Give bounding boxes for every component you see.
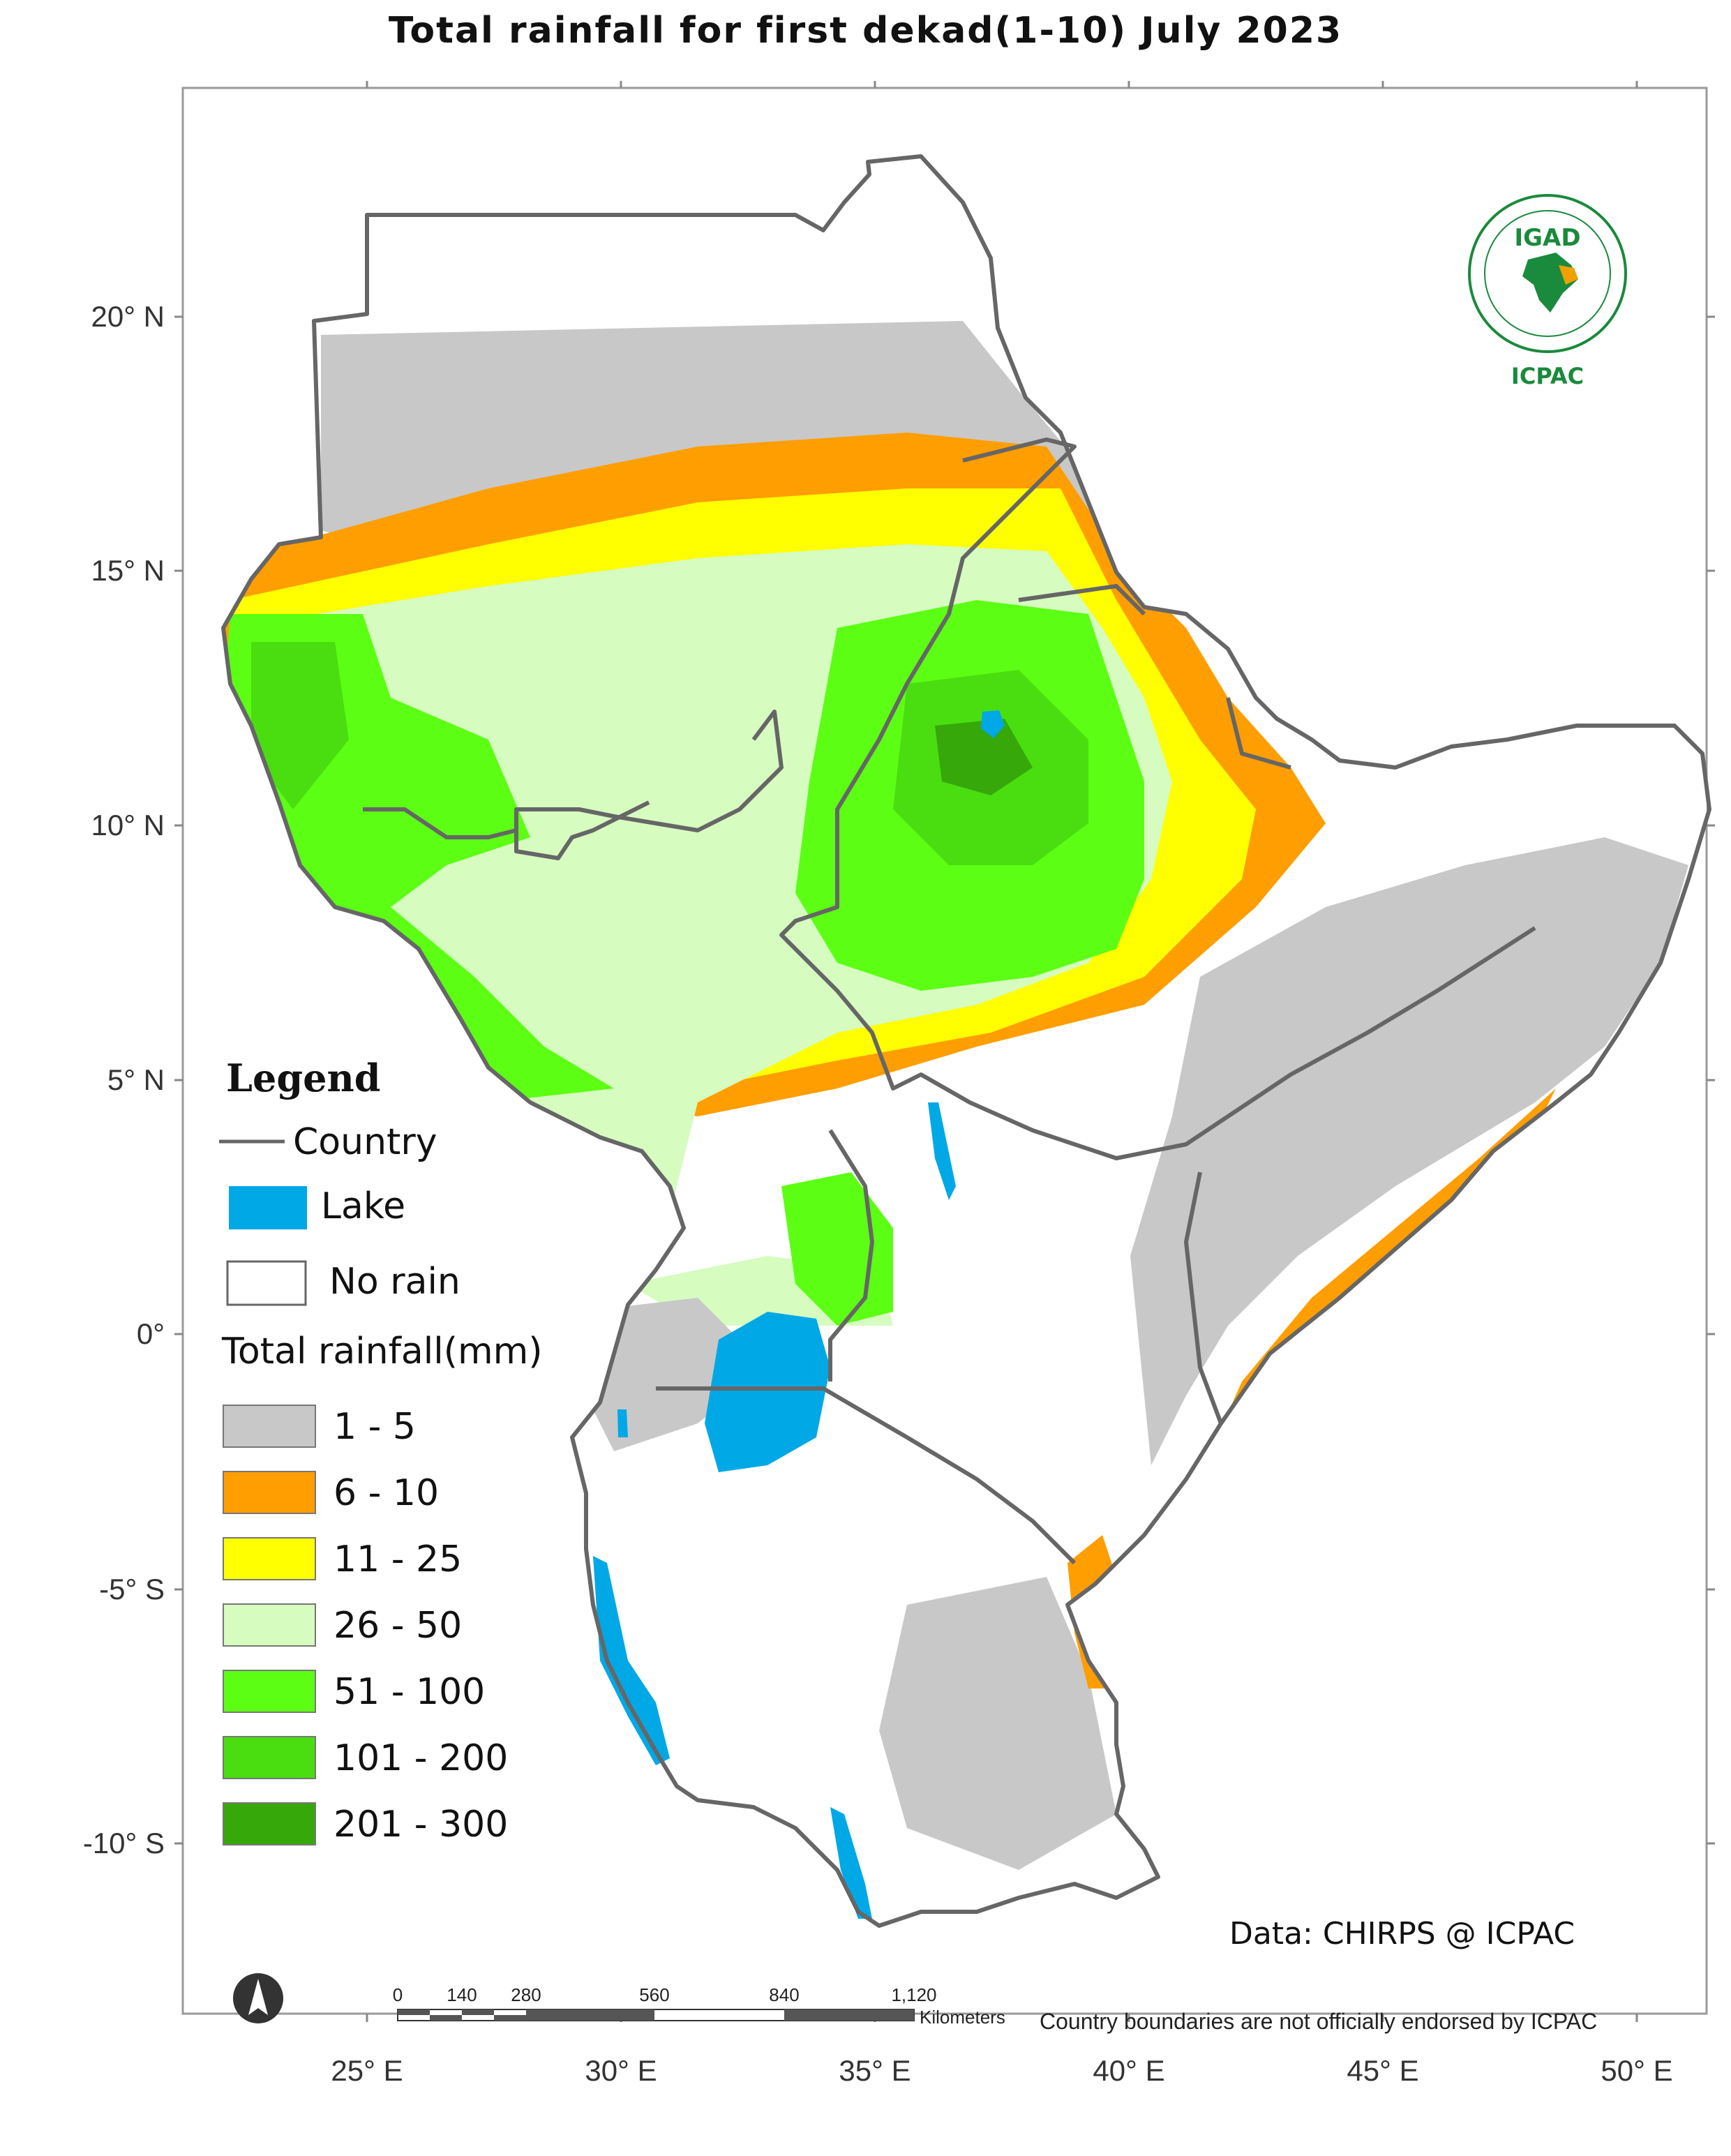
lon-label-45: 45° E xyxy=(1347,2054,1418,2087)
legend-classes: 1 - 5 6 - 10 11 - 25 26 - 50 51 - 100 101 - 2… xyxy=(223,1405,508,1846)
zone-1-5-south xyxy=(879,1577,1116,1870)
legend-country-label: Country xyxy=(293,1121,437,1163)
legend-class-label: 11 - 25 xyxy=(334,1539,462,1580)
country-boundaries xyxy=(221,154,1711,1928)
igad-icpac-logo: IGAD ICPAC xyxy=(1468,194,1627,389)
internal-boundaries xyxy=(363,437,1536,1565)
lake-malawi xyxy=(830,1807,872,1919)
lakes xyxy=(593,710,1005,1919)
lake-kivu xyxy=(617,1409,628,1437)
lon-label-50: 50° E xyxy=(1601,2054,1672,2087)
lat-label-10n: 10° N xyxy=(91,809,165,841)
scale-bar: 0 140 280 560 840 1,120 Kilometers xyxy=(393,1984,1005,2028)
legend-class-swatch xyxy=(223,1471,316,1514)
legend: Legend Country Lake No rain Total rainfa… xyxy=(219,1056,543,1846)
scale-tick-560: 560 xyxy=(639,1984,669,2005)
lat-label-10s: -10° S xyxy=(83,1827,165,1859)
legend-class-label: 51 - 100 xyxy=(334,1671,485,1713)
lake-victoria xyxy=(705,1312,830,1472)
lat-label-5s: -5° S xyxy=(99,1573,165,1605)
rainfall-zones xyxy=(223,156,1707,1926)
lat-label-5n: 5° N xyxy=(107,1063,165,1096)
scale-tick-840: 840 xyxy=(769,1984,799,2005)
scale-unit: Kilometers xyxy=(920,2007,1005,2028)
logo-igad-text: IGAD xyxy=(1514,224,1580,252)
data-credit: Data: CHIRPS @ ICPAC xyxy=(1229,1916,1575,1952)
legend-lake-label: Lake xyxy=(321,1185,405,1227)
lat-label-0: 0° xyxy=(137,1317,165,1350)
legend-class-swatch xyxy=(223,1670,316,1713)
legend-class-swatch xyxy=(223,1802,316,1846)
scale-tick-140: 140 xyxy=(447,1984,477,2005)
legend-class-swatch xyxy=(223,1736,316,1779)
lon-label-30: 30° E xyxy=(585,2054,657,2087)
lon-label-40: 40° E xyxy=(1093,2054,1164,2087)
legend-lake-swatch xyxy=(229,1186,307,1229)
legend-class-swatch xyxy=(223,1405,316,1448)
lat-label-15n: 15° N xyxy=(91,554,165,587)
legend-class-label: 6 - 10 xyxy=(334,1472,439,1514)
lake-tanganyika xyxy=(593,1556,670,1765)
logo-icpac-text: ICPAC xyxy=(1511,363,1584,389)
legend-class-label: 201 - 300 xyxy=(334,1804,508,1846)
legend-norain-swatch xyxy=(226,1260,307,1306)
legend-class-label: 1 - 5 xyxy=(334,1406,416,1448)
lake-turkana xyxy=(928,1102,956,1200)
legend-class-swatch xyxy=(223,1603,316,1647)
scale-tick-1120: 1,120 xyxy=(891,1984,936,2005)
legend-heading: Legend xyxy=(226,1056,380,1100)
lon-label-25: 25° E xyxy=(331,2054,403,2087)
scale-tick-280: 280 xyxy=(511,1984,541,2005)
legend-class-swatch xyxy=(223,1537,316,1580)
lon-label-35: 35° E xyxy=(839,2054,911,2087)
boundary-disclaimer: Country boundaries are not officially en… xyxy=(1040,2009,1597,2034)
lat-label-20n: 20° N xyxy=(91,300,165,333)
legend-rainfall-title: Total rainfall(mm) xyxy=(221,1331,543,1372)
zone-201-300-east xyxy=(935,719,1033,795)
zone-101-200-west xyxy=(251,642,349,809)
latitude-labels: 20° N 15° N 10° N 5° N 0° -5° S -10° S xyxy=(83,300,165,1859)
lake-tana xyxy=(981,710,1005,738)
scale-tick-0: 0 xyxy=(393,1984,403,2005)
longitude-labels: 25° E 30° E 35° E 40° E 45° E 50° E xyxy=(331,2054,1672,2087)
zone-1-5-east xyxy=(1130,837,1688,1465)
legend-norain-label: No rain xyxy=(329,1261,460,1303)
legend-class-label: 101 - 200 xyxy=(334,1737,508,1779)
north-arrow-icon xyxy=(233,1973,283,2023)
legend-class-label: 26 - 50 xyxy=(334,1605,462,1647)
graticule-ticks xyxy=(174,81,1715,2022)
map-title: Total rainfall for first dekad(1-10) Jul… xyxy=(388,10,1343,52)
